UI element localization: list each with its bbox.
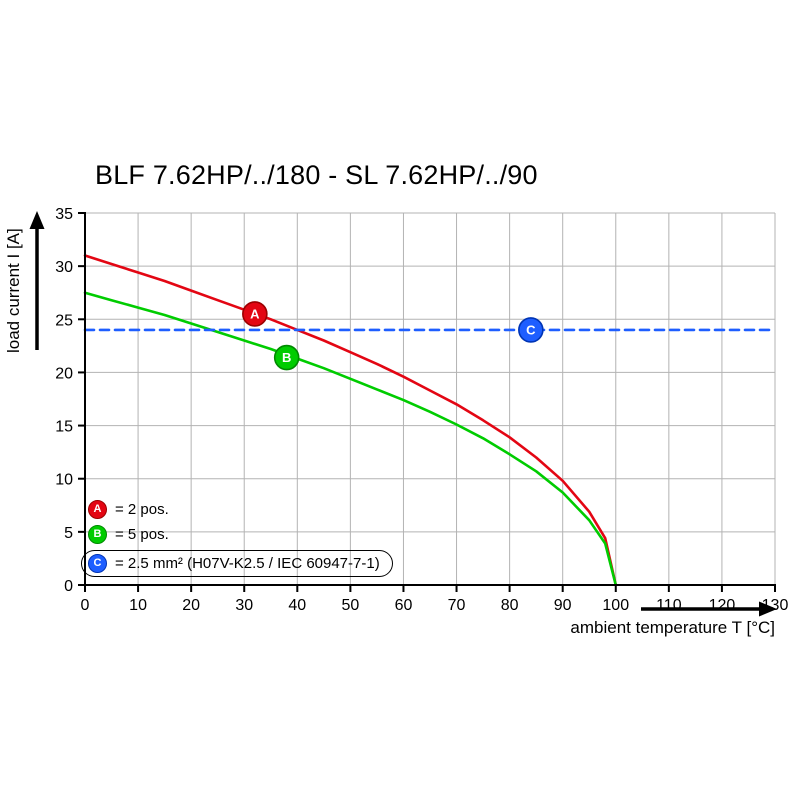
svg-text:B: B <box>282 350 291 365</box>
svg-text:90: 90 <box>554 597 572 614</box>
svg-text:100: 100 <box>602 597 629 614</box>
svg-text:40: 40 <box>288 597 306 614</box>
legend: A = 2 pos. B = 5 pos. C = 2.5 mm² (H07V-… <box>81 500 393 577</box>
svg-text:0: 0 <box>64 578 73 595</box>
svg-text:10: 10 <box>55 472 73 489</box>
legend-label-b: = 5 pos. <box>115 526 169 543</box>
svg-text:10: 10 <box>129 597 147 614</box>
chart-title: BLF 7.62HP/../180 - SL 7.62HP/../90 <box>95 160 538 190</box>
legend-item-c: C = 2.5 mm² (H07V-K2.5 / IEC 60947-7-1) <box>81 550 393 577</box>
svg-text:20: 20 <box>55 365 73 382</box>
svg-text:C: C <box>526 323 536 338</box>
svg-text:110: 110 <box>656 597 682 614</box>
legend-label-a: = 2 pos. <box>115 501 169 518</box>
legend-marker-c-icon: C <box>88 554 107 573</box>
legend-marker-a-icon: A <box>88 500 107 519</box>
legend-marker-b-icon: B <box>88 525 107 544</box>
svg-text:30: 30 <box>55 259 73 276</box>
svg-text:80: 80 <box>501 597 519 614</box>
legend-item-a: A = 2 pos. <box>88 500 393 519</box>
svg-text:30: 30 <box>235 597 253 614</box>
svg-text:15: 15 <box>55 419 73 436</box>
svg-text:60: 60 <box>395 597 413 614</box>
legend-label-c: = 2.5 mm² (H07V-K2.5 / IEC 60947-7-1) <box>115 555 380 572</box>
svg-text:35: 35 <box>55 206 73 223</box>
x-axis-label: ambient temperature T [°C] <box>570 618 775 637</box>
svg-text:A: A <box>250 307 260 322</box>
svg-text:25: 25 <box>55 312 73 329</box>
svg-text:50: 50 <box>341 597 359 614</box>
legend-item-b: B = 5 pos. <box>88 525 393 544</box>
svg-text:0: 0 <box>81 597 90 614</box>
svg-text:5: 5 <box>64 525 73 542</box>
svg-text:70: 70 <box>448 597 466 614</box>
svg-text:20: 20 <box>182 597 200 614</box>
svg-text:120: 120 <box>709 597 736 614</box>
